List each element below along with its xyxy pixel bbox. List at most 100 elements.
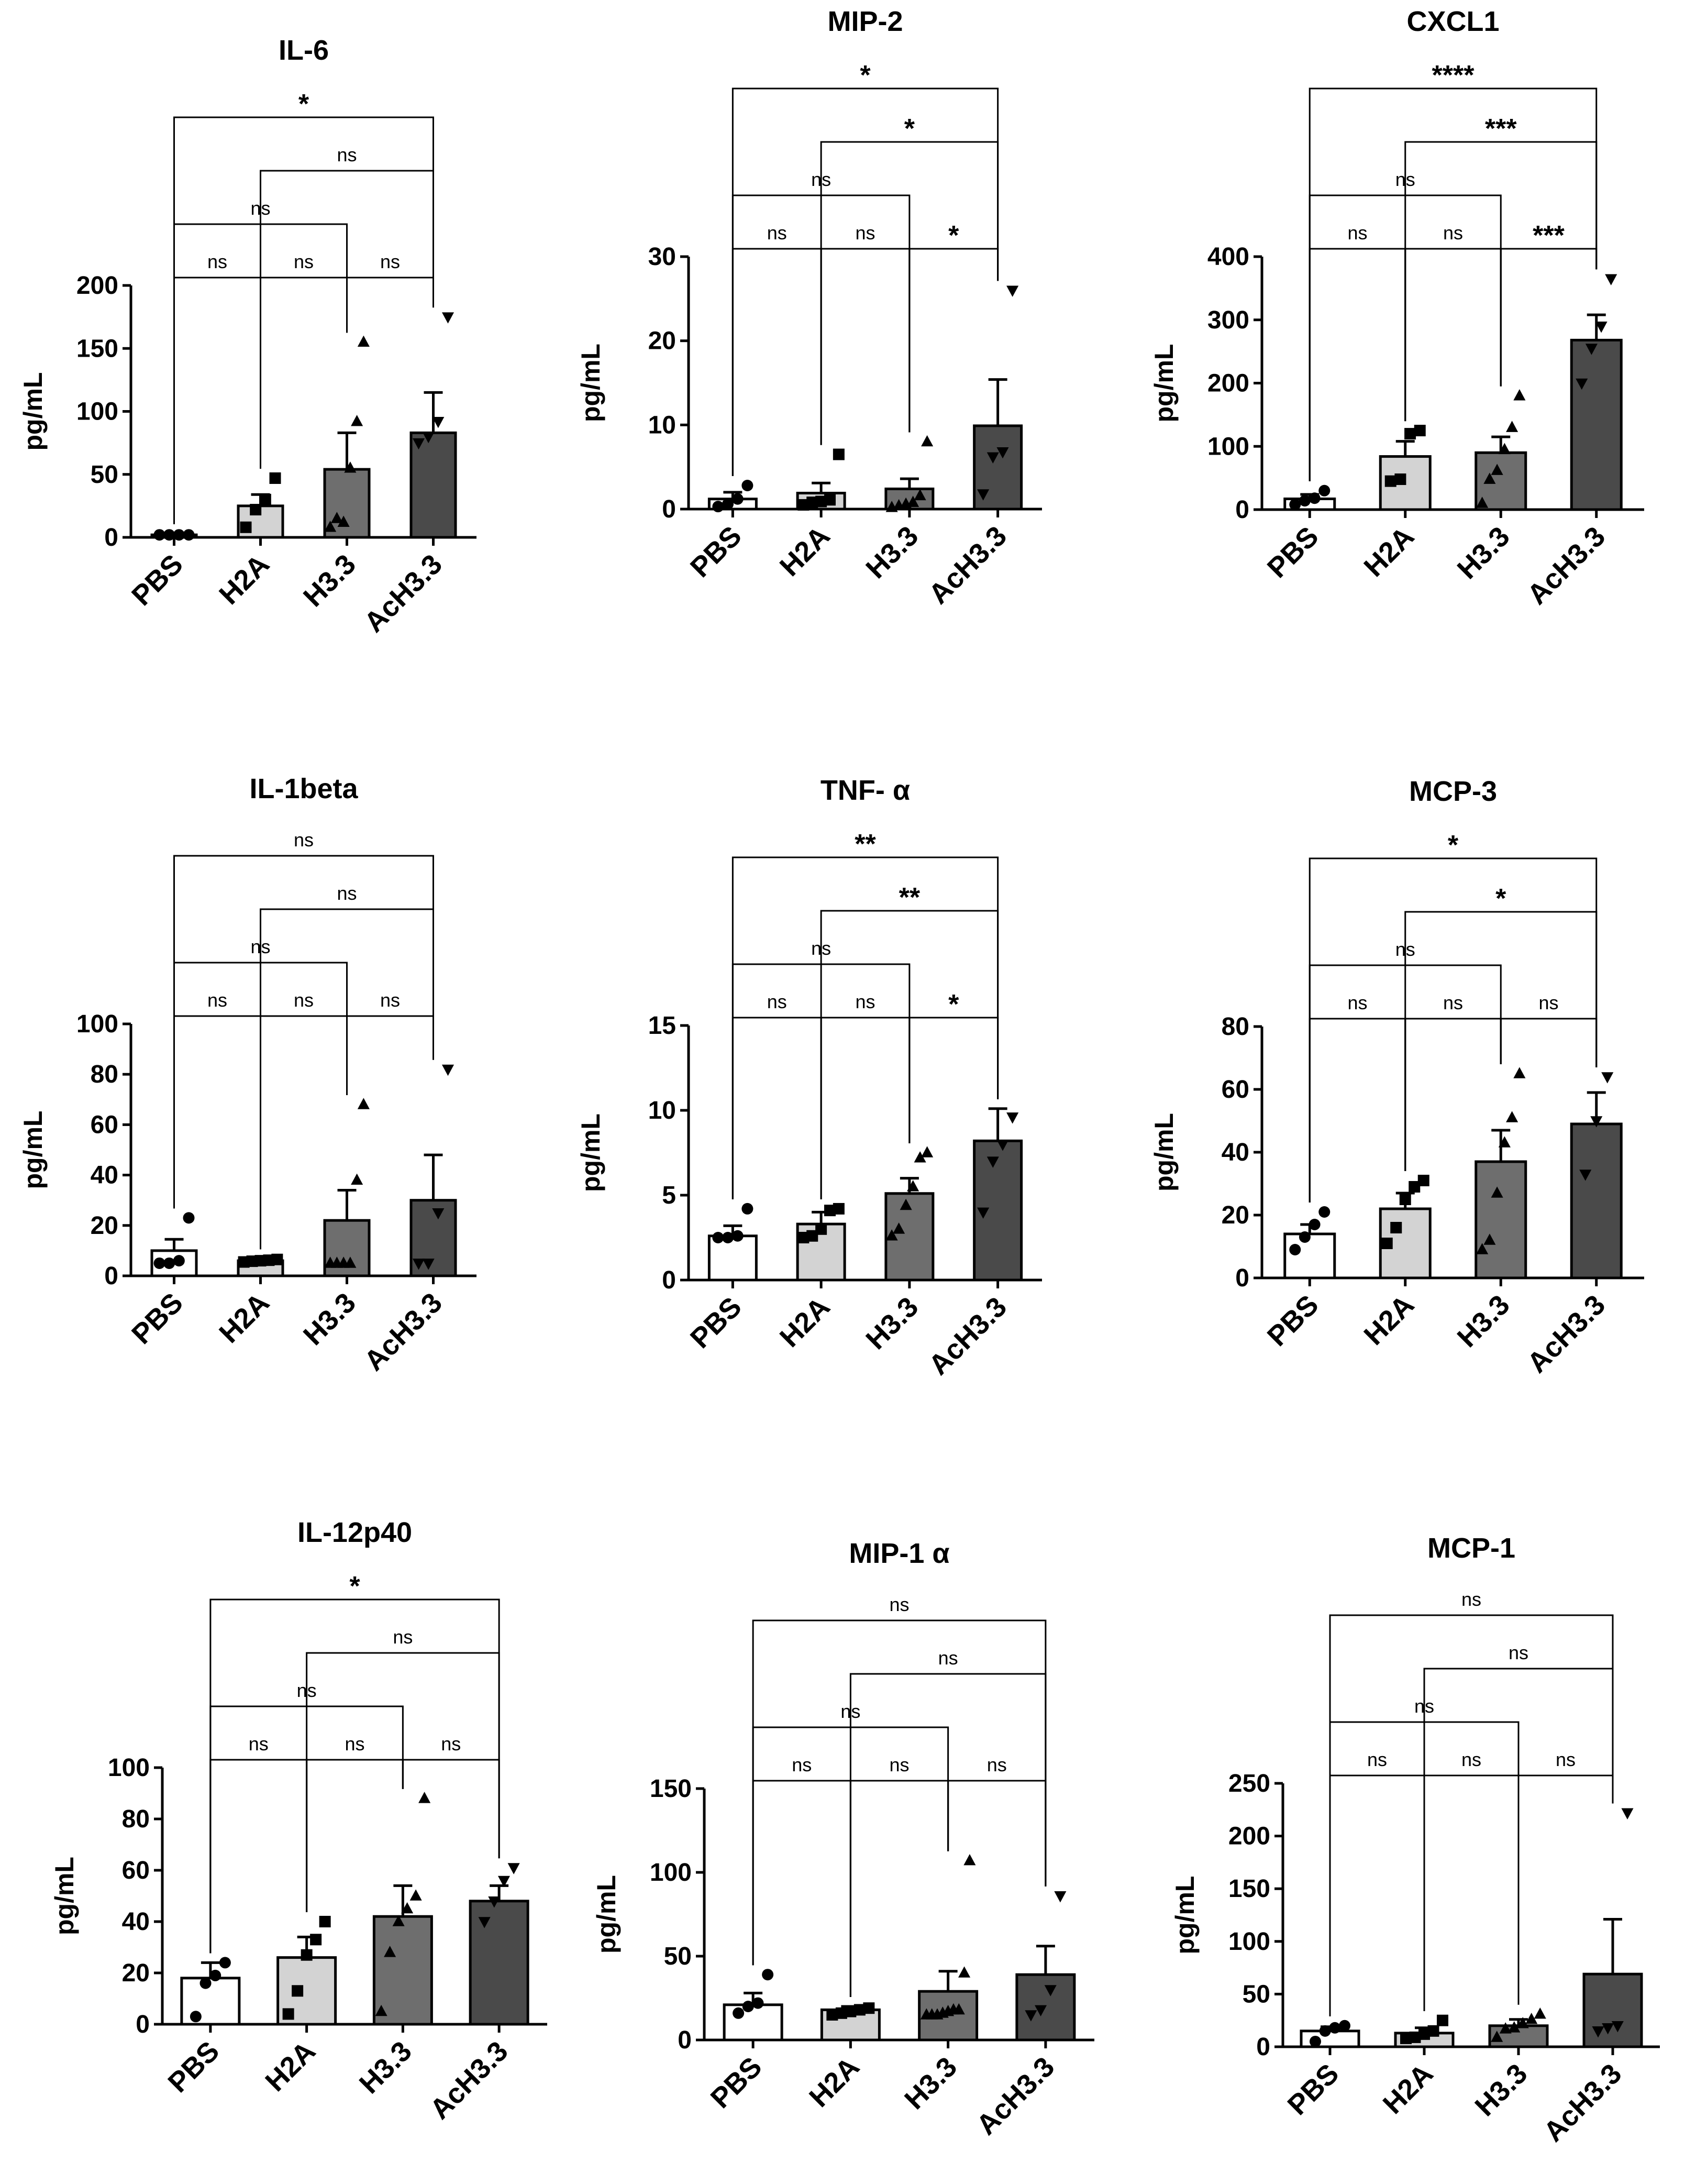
data-point — [835, 2007, 847, 2019]
significance-label: ns — [1538, 992, 1558, 1013]
data-point — [409, 1889, 422, 1901]
data-point — [271, 1253, 283, 1265]
significance-bracket — [260, 1015, 348, 1250]
y-tick-label: 150 — [76, 335, 118, 362]
significance-bracket — [1517, 1774, 1614, 2005]
y-axis-label: pg/mL — [18, 1111, 48, 1189]
data-point — [824, 494, 836, 506]
significance-bracket — [306, 1759, 404, 1912]
data-point — [282, 2008, 294, 2020]
significance-bracket — [173, 116, 434, 524]
data-point — [199, 1977, 212, 1989]
category-label: H2A — [213, 1287, 275, 1349]
data-point — [1483, 1233, 1496, 1245]
data-point — [996, 1140, 1009, 1151]
category-label: AcH3.3 — [358, 1287, 448, 1377]
significance-label: ns — [938, 1647, 958, 1669]
significance-label: * — [948, 220, 959, 251]
significance-label: ** — [899, 883, 921, 913]
significance-bracket — [346, 1015, 434, 1095]
significance-label: ns — [889, 1594, 909, 1615]
y-axis-label: pg/mL — [1149, 1113, 1179, 1192]
y-tick-label: 80 — [91, 1061, 118, 1088]
category-label: H2A — [774, 1291, 836, 1353]
y-tick-label: 0 — [678, 2026, 692, 2054]
y-tick-label: 50 — [1243, 1980, 1270, 2008]
data-point — [1525, 2013, 1538, 2024]
significance-bracket — [1423, 1774, 1520, 2011]
data-point — [219, 1957, 231, 1969]
data-point — [806, 1230, 818, 1242]
data-point — [432, 1208, 445, 1220]
significance-bracket — [1309, 87, 1598, 481]
data-point — [269, 472, 281, 484]
data-point — [1476, 497, 1489, 508]
data-point — [1404, 428, 1416, 440]
data-point — [963, 1854, 976, 1866]
data-point — [173, 529, 185, 541]
category-label: H3.3 — [899, 2051, 963, 2115]
significance-label: **** — [1432, 60, 1475, 91]
category-label: AcH3.3 — [970, 2051, 1060, 2141]
data-point — [826, 2009, 838, 2021]
y-tick-label: 50 — [664, 1943, 692, 1970]
significance-label: ns — [855, 991, 875, 1012]
bar-PBS — [723, 2003, 783, 2042]
data-point — [1579, 1170, 1592, 1181]
data-point — [731, 1230, 744, 1242]
data-point — [412, 1259, 425, 1270]
data-point — [1611, 2021, 1624, 2033]
data-point — [1534, 2007, 1546, 2019]
data-point — [422, 432, 435, 444]
chart-title: CXCL1 — [1406, 6, 1499, 37]
data-point — [1427, 2025, 1439, 2037]
bar-AcH3.3 — [1570, 1122, 1623, 1279]
category-label: AcH3.3 — [923, 520, 1013, 610]
data-point — [1339, 2020, 1350, 2032]
data-point — [1329, 2022, 1341, 2034]
data-point — [986, 1156, 999, 1168]
y-tick-label: 150 — [1228, 1875, 1270, 1903]
category-label: AcH3.3 — [1521, 521, 1611, 611]
data-point — [1605, 274, 1617, 285]
category-label: AcH3.3 — [1538, 2058, 1628, 2148]
data-point — [401, 1902, 414, 1914]
data-point — [741, 1203, 753, 1215]
data-point — [153, 1257, 165, 1269]
category-label: H2A — [1377, 2058, 1439, 2120]
category-label: PBS — [162, 2035, 225, 2099]
significance-bracket — [752, 1619, 1047, 1966]
significance-label: ns — [1461, 1749, 1481, 1770]
data-point — [209, 1969, 221, 1981]
data-point — [1299, 495, 1311, 507]
data-point — [824, 1205, 836, 1217]
significance-bracket — [731, 87, 999, 477]
data-point — [1513, 389, 1526, 401]
y-tick-label: 50 — [91, 461, 118, 489]
data-point — [1595, 322, 1608, 333]
data-point — [1309, 492, 1321, 504]
data-point — [384, 1946, 396, 1957]
y-axis-label: pg/mL — [50, 1857, 79, 1935]
data-point — [375, 2004, 387, 2016]
bar-H3.3 — [1475, 451, 1527, 511]
data-point — [441, 1064, 454, 1076]
data-point — [731, 493, 744, 505]
data-point — [1491, 2031, 1503, 2042]
y-tick-label: 0 — [1256, 2033, 1270, 2061]
significance-label: ns — [889, 1754, 909, 1775]
significance-label: * — [904, 114, 915, 144]
significance-label: *** — [1533, 220, 1565, 251]
data-point — [250, 504, 262, 516]
data-point — [1499, 2022, 1512, 2034]
significance-label: ns — [987, 1754, 1007, 1775]
data-point — [806, 497, 818, 509]
data-point — [1409, 2031, 1421, 2043]
y-tick-label: 20 — [122, 1959, 150, 1987]
significance-label: ns — [1509, 1642, 1528, 1663]
category-label: H2A — [1358, 1289, 1420, 1351]
y-tick-label: 100 — [650, 1859, 692, 1887]
y-axis-label: pg/mL — [18, 372, 48, 451]
data-point — [330, 512, 343, 523]
